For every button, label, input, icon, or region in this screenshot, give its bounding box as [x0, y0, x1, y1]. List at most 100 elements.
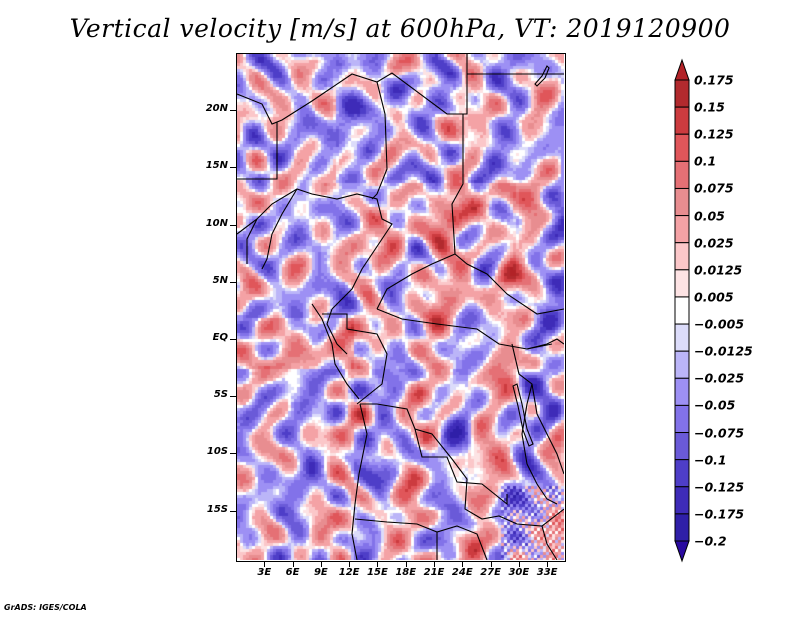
y-tick-label: 5S — [213, 389, 228, 401]
vertical-velocity-field — [237, 54, 564, 560]
border-line — [237, 54, 468, 125]
x-tick-label: 33E — [536, 567, 558, 578]
y-tick — [230, 453, 236, 455]
border-line — [246, 218, 258, 264]
border-line — [351, 403, 368, 560]
y-tick — [230, 510, 236, 512]
colorbar-swatch — [674, 215, 690, 244]
x-tick — [320, 562, 322, 567]
border-line — [311, 303, 360, 400]
colorbar-swatch — [674, 486, 690, 515]
colorbar-swatch — [674, 404, 690, 434]
x-tick — [264, 562, 266, 567]
border-line — [360, 403, 564, 527]
colorbar-label: −0.025 — [694, 370, 745, 386]
x-tick-label: 3E — [257, 567, 272, 578]
colorbar-swatch — [674, 296, 690, 325]
x-tick-label: 18E — [395, 567, 417, 578]
lake-outline — [534, 65, 550, 87]
colorbar-swatch — [674, 106, 690, 135]
colorbar-swatch — [674, 377, 690, 406]
x-tick-label: 27E — [480, 567, 501, 578]
colorbar-arrow-top — [674, 58, 690, 81]
border-line — [414, 428, 508, 506]
colorbar-swatch — [674, 432, 690, 461]
colorbar-label: −0.1 — [694, 452, 727, 468]
colorbar-label: −0.125 — [694, 479, 745, 495]
y-tick — [230, 281, 236, 283]
border-line — [326, 308, 348, 355]
border-line — [526, 338, 564, 350]
x-tick-label: 21E — [423, 567, 445, 578]
colorbar-swatch — [674, 242, 690, 271]
x-tick — [462, 562, 464, 567]
colorbar-label: −0.005 — [694, 316, 745, 332]
colorbar-arrow-bottom — [674, 540, 690, 563]
border-line — [541, 525, 558, 560]
x-tick-label: 9E — [313, 567, 328, 578]
x-tick — [434, 562, 435, 567]
colorbar-label: 0.15 — [694, 99, 725, 115]
colorbar-swatch — [674, 79, 690, 108]
colorbar-label: 0.0125 — [694, 262, 743, 278]
y-tick — [230, 338, 236, 340]
x-tick-label: 6E — [285, 567, 300, 578]
colorbar-label: −0.05 — [694, 397, 736, 413]
colorbar-swatch — [674, 350, 690, 379]
border-line — [376, 308, 553, 350]
border-line — [322, 313, 388, 405]
y-tick — [230, 396, 236, 398]
x-tick-label: 15E — [367, 567, 388, 578]
colorbar-label: 0.025 — [694, 235, 734, 251]
lake-outline — [512, 383, 534, 447]
x-tick-label: 12E — [338, 567, 360, 578]
colorbar-label: 0.125 — [694, 126, 734, 142]
x-tick-label: 30E — [508, 567, 530, 578]
x-tick — [349, 562, 351, 567]
y-tick — [230, 110, 236, 112]
colorbar — [674, 58, 690, 563]
border-line — [237, 188, 393, 310]
map-plot-area — [236, 53, 566, 562]
border-line — [237, 122, 278, 180]
colorbar-label: −0.2 — [694, 533, 727, 549]
y-tick-label: 20N — [205, 103, 228, 115]
chart-title: Vertical velocity [m/s] at 600hPa, VT: 2… — [69, 14, 731, 43]
y-tick-label: 10N — [205, 217, 228, 229]
border-line — [376, 253, 456, 310]
y-tick-label: EQ — [212, 331, 228, 343]
colorbar-swatch — [674, 513, 690, 542]
y-tick-label: 10S — [206, 446, 228, 458]
y-tick-label: 5N — [212, 274, 228, 286]
x-tick — [490, 562, 492, 567]
colorbar-swatch — [674, 323, 690, 352]
colorbar-swatch — [674, 160, 690, 189]
colorbar-label: −0.075 — [694, 425, 745, 441]
x-tick-label: 24E — [451, 567, 473, 578]
x-tick — [292, 562, 294, 567]
x-tick — [405, 562, 407, 567]
y-tick — [230, 167, 236, 169]
colorbar-swatch — [674, 133, 690, 162]
grads-credit: GrADS: IGES/COLA — [4, 603, 87, 612]
colorbar-swatch — [674, 187, 690, 217]
colorbar-label: 0.175 — [694, 72, 734, 88]
border-line — [511, 343, 564, 475]
y-tick-label: 15N — [205, 160, 228, 172]
border-line — [371, 81, 388, 200]
colorbar-label: 0.005 — [694, 289, 734, 305]
colorbar-label: 0.05 — [694, 208, 725, 224]
border-line — [451, 114, 564, 315]
colorbar-swatch — [674, 269, 690, 298]
colorbar-label: 0.075 — [694, 180, 734, 196]
colorbar-label: −0.175 — [694, 506, 745, 522]
y-tick — [230, 224, 236, 226]
x-tick — [547, 562, 549, 567]
y-tick-label: 15S — [206, 503, 228, 515]
country-borders — [237, 54, 564, 560]
border-line — [521, 383, 558, 505]
x-tick — [377, 562, 379, 567]
colorbar-label: −0.0125 — [694, 343, 753, 359]
colorbar-label: 0.1 — [694, 153, 717, 169]
x-tick — [518, 562, 520, 567]
